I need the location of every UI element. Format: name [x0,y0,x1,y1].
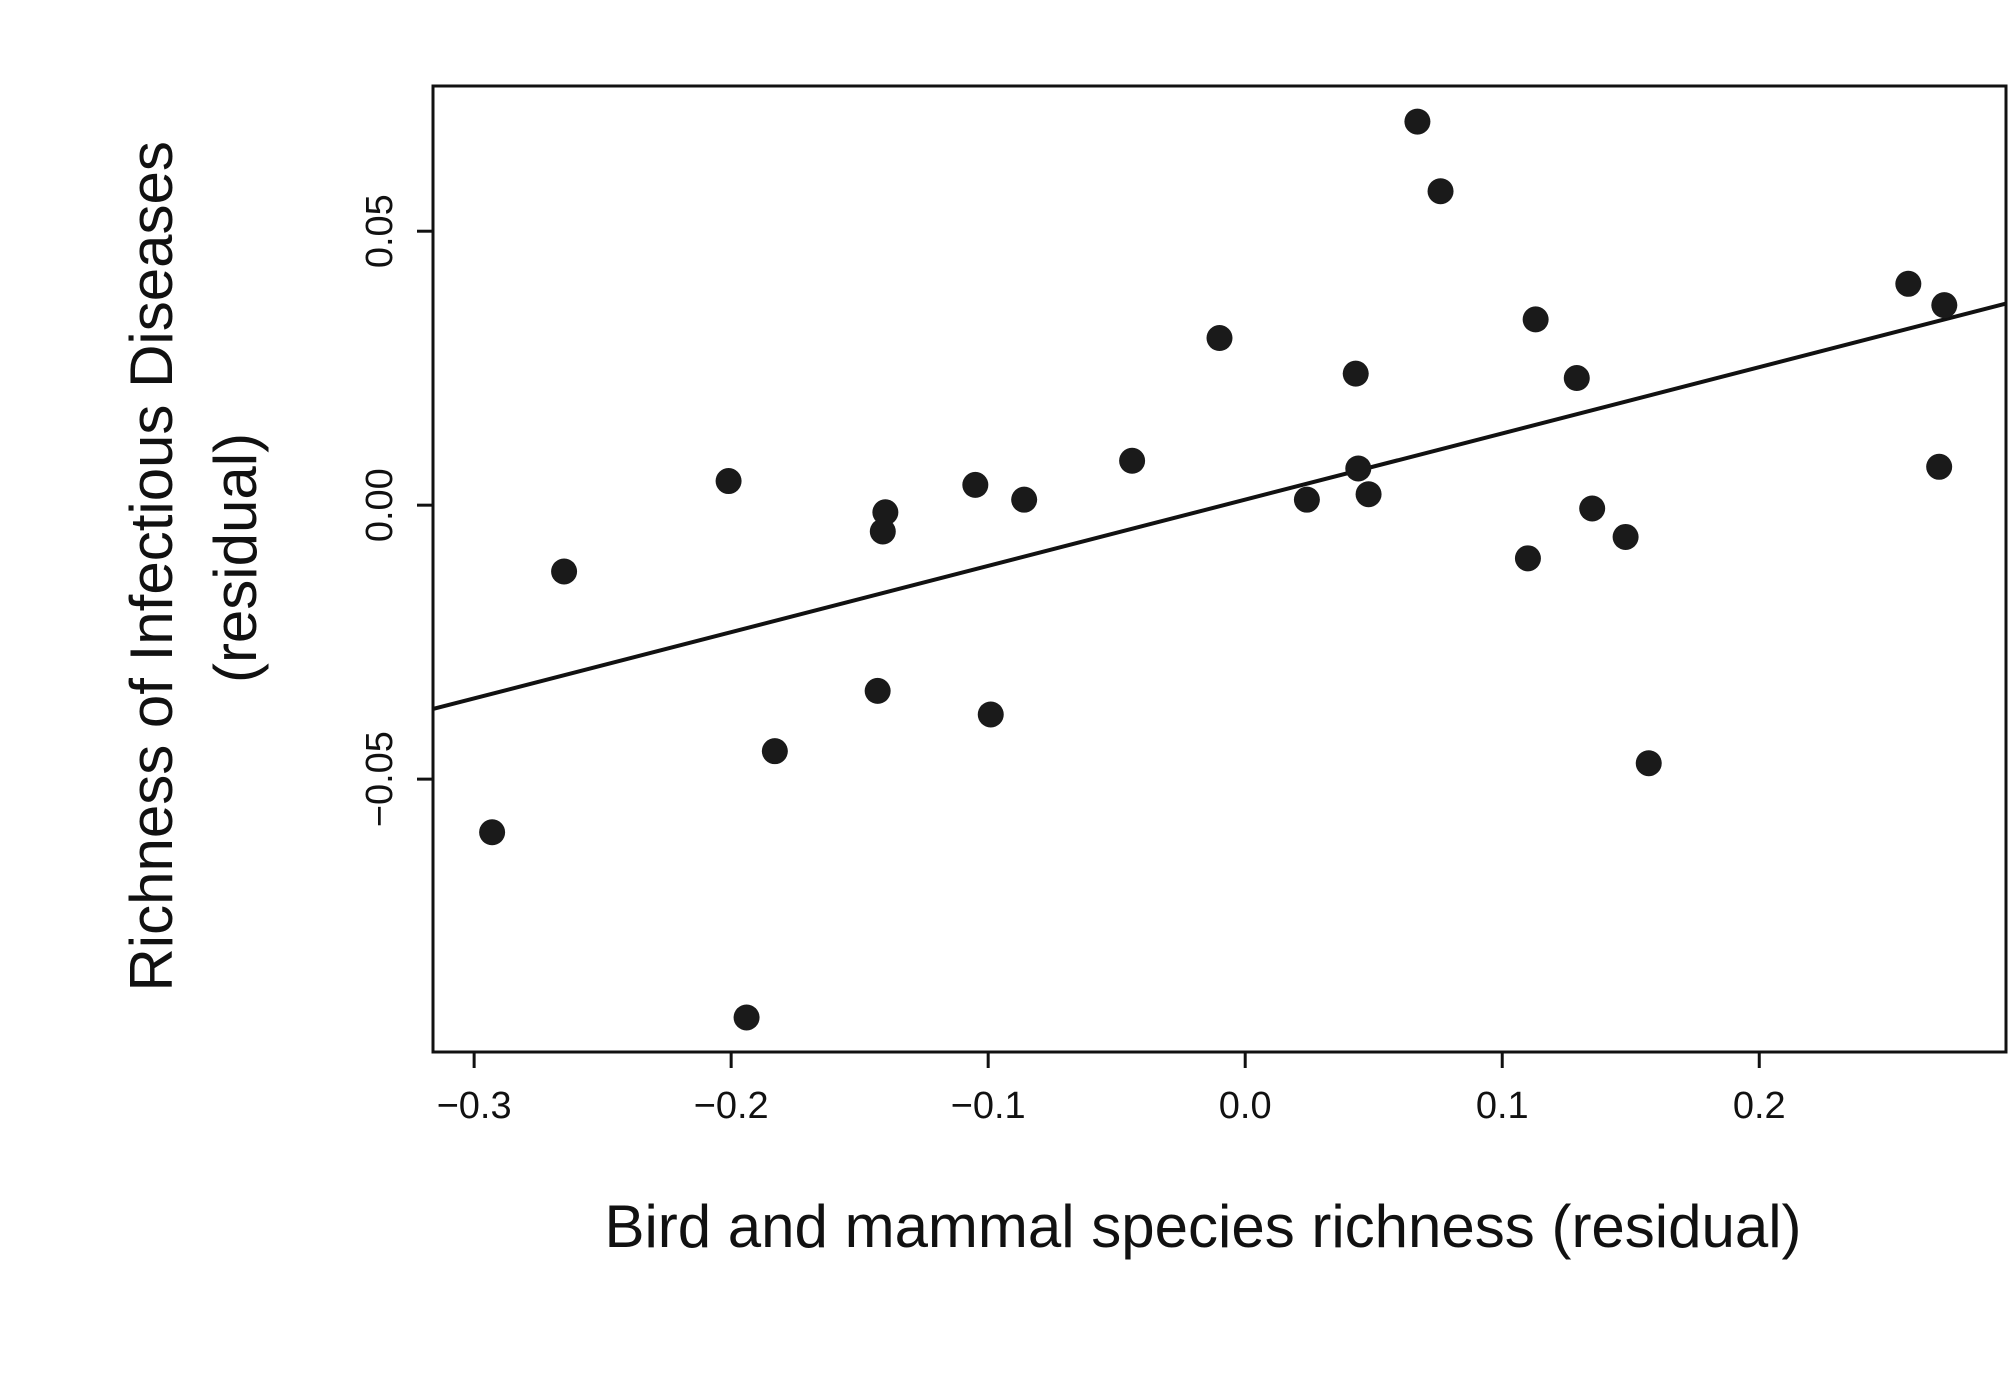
data-point [1522,306,1549,333]
data-point [1119,447,1146,474]
plot-frame [431,84,2008,1054]
regression-line [432,301,2007,711]
data-point [551,558,578,585]
x-axis: −0.3 −0.2 −0.1 0.0 0.1 0.2 [437,1052,1786,1127]
data-point [1342,360,1369,387]
y-tick-label: 0.05 [359,194,401,268]
data-point [1011,486,1038,513]
data-point [1404,108,1431,135]
plot-content [432,108,2007,1031]
y-axis: −0.05 0.00 0.05 [359,194,433,827]
y-tick-label: −0.05 [359,731,401,827]
data-point [1563,365,1590,392]
x-tick-label: 0.0 [1219,1085,1272,1127]
y-axis-label-line-2: (residual) [202,433,269,683]
data-point [1635,750,1662,777]
data-point [1926,453,1953,480]
data-point [869,518,896,545]
x-tick-label: −0.1 [951,1085,1026,1127]
data-point [1579,495,1606,522]
data-point [1895,270,1922,297]
data-point [761,738,788,765]
data-point [715,468,742,495]
x-tick-label: −0.3 [437,1085,512,1127]
x-tick-label: −0.2 [694,1085,769,1127]
data-point [1206,325,1233,352]
data-point [1931,292,1958,319]
x-axis-label: Bird and mammal species richness (residu… [604,1193,1801,1260]
y-axis-label-line-1: Richness of Infectious Diseases [118,141,185,991]
data-point [1612,523,1639,550]
x-tick-label: 0.1 [1476,1085,1529,1127]
data-point [1427,178,1454,205]
data-point [733,1004,760,1031]
data-point [479,819,506,846]
data-point [962,471,989,498]
data-point [864,677,891,704]
data-point [1514,545,1541,572]
data-point [1345,455,1372,482]
y-axis-label: Richness of Infectious Diseases (residua… [118,124,269,991]
data-point [872,499,899,526]
data-point [1293,486,1320,513]
data-point [977,701,1004,728]
x-tick-label: 0.2 [1733,1085,1786,1127]
y-tick-label: 0.00 [359,468,401,542]
data-point [1355,481,1382,508]
